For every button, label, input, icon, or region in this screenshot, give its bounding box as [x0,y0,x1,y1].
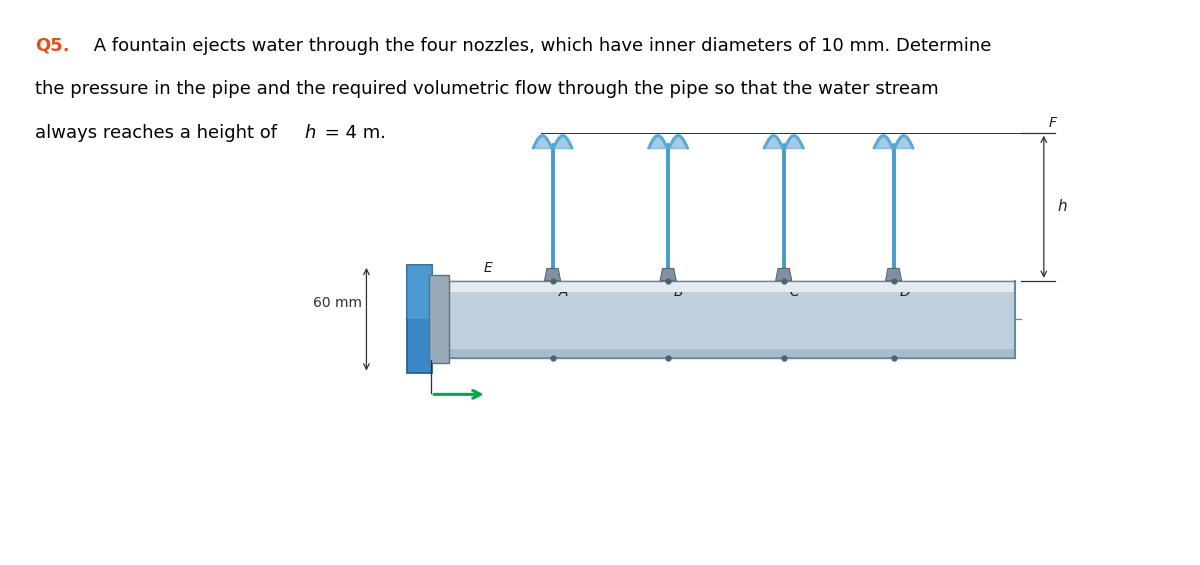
FancyBboxPatch shape [445,281,1015,358]
Text: D: D [899,285,910,299]
Text: Q5.: Q5. [35,37,70,55]
Text: A: A [558,285,568,299]
Polygon shape [886,268,901,281]
Polygon shape [545,268,560,281]
Polygon shape [775,268,792,281]
Text: = 4 m.: = 4 m. [319,124,386,142]
Polygon shape [407,265,432,319]
Polygon shape [428,275,449,363]
Text: h: h [305,124,316,142]
Polygon shape [407,265,432,373]
Polygon shape [445,280,1015,292]
Text: 60 mm: 60 mm [313,296,362,310]
Text: E: E [484,261,492,275]
Polygon shape [660,268,677,281]
Text: the pressure in the pipe and the required volumetric flow through the pipe so th: the pressure in the pipe and the require… [35,80,938,98]
Text: always reaches a height of: always reaches a height of [35,124,282,142]
Text: h: h [1057,199,1067,214]
Text: C: C [790,285,799,299]
Text: A fountain ejects water through the four nozzles, which have inner diameters of : A fountain ejects water through the four… [88,37,991,55]
Text: F: F [1049,116,1056,130]
Polygon shape [445,349,1015,358]
Text: B: B [674,285,684,299]
